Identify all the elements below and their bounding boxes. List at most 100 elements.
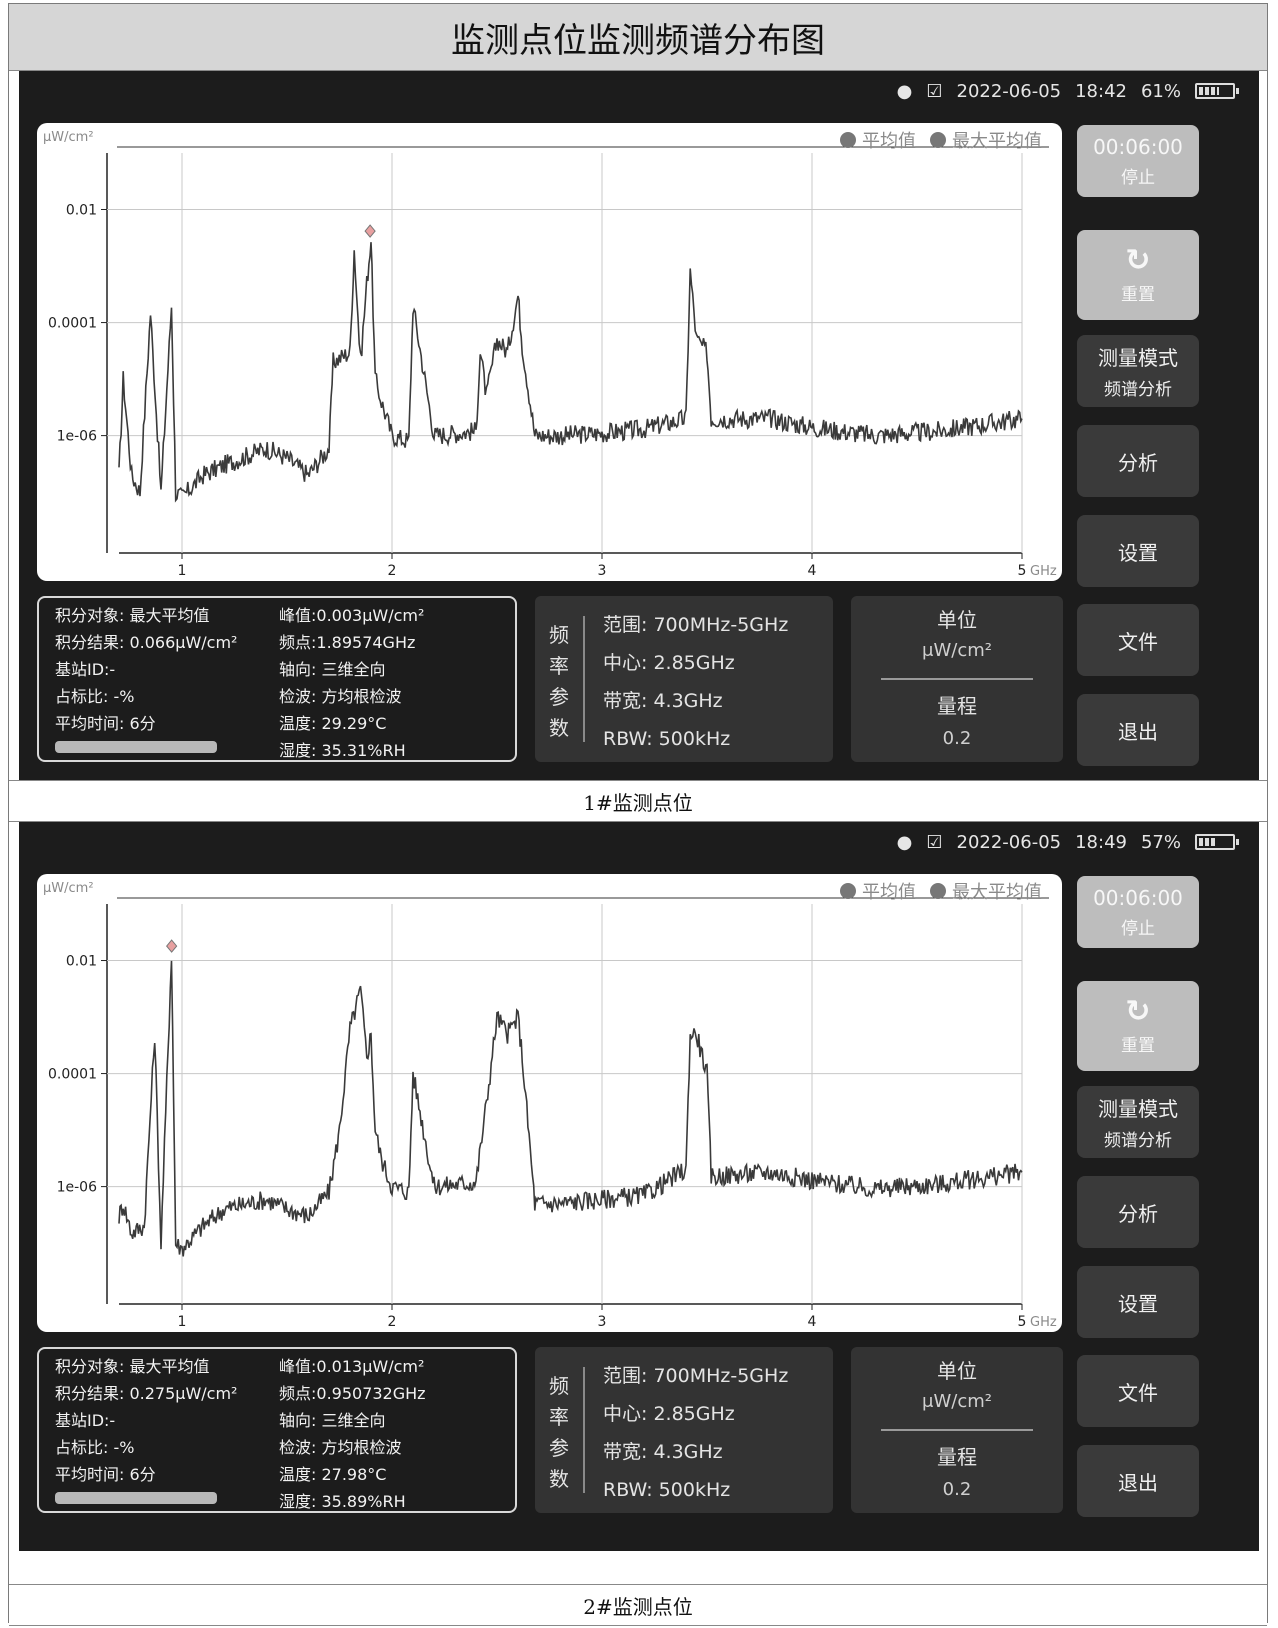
settings-label: 设置 xyxy=(1118,540,1158,565)
legend-max-average[interactable]: 最大平均值 xyxy=(930,878,1042,904)
device-screen-1: ● ☑ 2022-06-05 18:42 61% 0.01 0.0001 1e-06… xyxy=(19,71,1259,800)
progress-bar xyxy=(55,741,217,753)
legend-max-average[interactable]: 最大平均值 xyxy=(930,127,1042,153)
axis-mode: 轴向: 三维全向 xyxy=(279,660,386,679)
freq-range: 范围: 700MHz-5GHz xyxy=(603,614,789,636)
location-pin-icon: ● xyxy=(896,831,913,853)
x-tick-label: 3 xyxy=(598,563,607,579)
y-tick-label: 1e-06 xyxy=(57,429,97,445)
measure-mode-button[interactable]: 测量模式 频谱分析 xyxy=(1077,1086,1199,1158)
legend-average[interactable]: 平均值 xyxy=(840,127,916,153)
progress-bar xyxy=(55,1492,217,1504)
integral-target: 积分对象: 最大平均值 xyxy=(55,606,210,625)
timer-stop-button[interactable]: 00:06:00 停止 xyxy=(1077,125,1199,197)
info-right-column: 峰值:0.003μW/cm² 频点:1.89574GHz 轴向: 三维全向 检波… xyxy=(279,602,424,764)
battery-icon xyxy=(1195,834,1239,850)
freq-rbw: RBW: 500kHz xyxy=(603,728,731,750)
timer-display: 00:06:00 xyxy=(1093,134,1183,159)
base-station-id: 基站ID:- xyxy=(55,1411,116,1430)
measure-mode-button[interactable]: 测量模式 频谱分析 xyxy=(1077,335,1199,407)
freq-bandwidth: 带宽: 4.3GHz xyxy=(603,690,723,712)
status-bar: ● ☑ 2022-06-05 18:49 57% xyxy=(896,822,1239,862)
freq-range: 范围: 700MHz-5GHz xyxy=(603,1365,789,1387)
freq-center: 中心: 2.85GHz xyxy=(603,652,735,674)
reset-label: 重置 xyxy=(1121,1035,1155,1056)
reset-button[interactable]: ↻ 重置 xyxy=(1077,230,1199,320)
spectrum-chart-panel: 0.01 0.0001 1e-06 1 2 3 4 5 GHz μW/cm² 平均值 最大平均值 xyxy=(37,123,1062,581)
analyze-label: 分析 xyxy=(1118,1201,1158,1226)
peak-frequency: 频点:0.950732GHz xyxy=(279,1384,426,1403)
legend-average-dot-icon xyxy=(840,132,856,148)
file-button[interactable]: 文件 xyxy=(1077,1355,1199,1427)
frequency-params-box[interactable]: 频 率 参 数 范围: 700MHz-5GHz 中心: 2.85GHz 带宽: … xyxy=(535,596,833,762)
battery-percent: 61% xyxy=(1140,80,1181,102)
analyze-label: 分析 xyxy=(1118,450,1158,475)
measurement-info-box: 积分对象: 最大平均值 积分结果: 0.275μW/cm² 基站ID:- 占标比… xyxy=(37,1347,517,1513)
limit-ratio: 占标比: -% xyxy=(55,687,135,706)
exit-label: 退出 xyxy=(1118,1470,1158,1495)
freq-label-char: 频 xyxy=(549,623,569,647)
peak-value: 峰值:0.013μW/cm² xyxy=(279,1357,425,1376)
clipboard-icon: ☑ xyxy=(926,831,943,853)
legend-max-average-dot-icon xyxy=(930,132,946,148)
range-title: 量程 xyxy=(937,694,977,718)
unit-value: μW/cm² xyxy=(922,640,992,661)
frequency-params-values: 范围: 700MHz-5GHz 中心: 2.85GHz 带宽: 4.3GHz R… xyxy=(603,606,788,758)
x-tick-label: 5 xyxy=(1018,563,1027,579)
legend-average[interactable]: 平均值 xyxy=(840,878,916,904)
detector-mode: 检波: 方均根检波 xyxy=(279,687,402,706)
freq-label-char: 参 xyxy=(549,1436,569,1460)
unit-value: μW/cm² xyxy=(922,1391,992,1412)
legend-average-label: 平均值 xyxy=(862,131,916,152)
exit-button[interactable]: 退出 xyxy=(1077,1445,1199,1517)
reset-button[interactable]: ↻ 重置 xyxy=(1077,981,1199,1071)
range-title: 量程 xyxy=(937,1445,977,1469)
clipboard-icon: ☑ xyxy=(926,80,943,102)
freq-bandwidth: 带宽: 4.3GHz xyxy=(603,1441,723,1463)
x-unit-label: GHz xyxy=(1030,564,1057,579)
limit-ratio: 占标比: -% xyxy=(55,1438,135,1457)
peak-frequency: 频点:1.89574GHz xyxy=(279,633,416,652)
y-tick-label: 0.01 xyxy=(66,954,97,970)
timer-stop-button[interactable]: 00:06:00 停止 xyxy=(1077,876,1199,948)
legend-max-average-label: 最大平均值 xyxy=(952,131,1042,152)
reset-label: 重置 xyxy=(1121,284,1155,305)
temperature: 温度: 29.29°C xyxy=(279,714,387,733)
settings-button[interactable]: 设置 xyxy=(1077,515,1199,587)
peak-marker-icon xyxy=(364,224,376,238)
file-label: 文件 xyxy=(1118,1380,1158,1405)
freq-label-char: 数 xyxy=(549,1467,569,1491)
status-date: 2022-06-05 xyxy=(956,831,1062,853)
series-max-average-line xyxy=(118,960,1023,1257)
measure-mode-value: 频谱分析 xyxy=(1104,1131,1172,1151)
exit-button[interactable]: 退出 xyxy=(1077,694,1199,766)
status-date: 2022-06-05 xyxy=(956,80,1062,102)
file-button[interactable]: 文件 xyxy=(1077,604,1199,676)
unit-range-box[interactable]: 单位 μW/cm² 量程 0.2 xyxy=(851,596,1063,762)
x-tick-label: 4 xyxy=(808,1314,817,1330)
measure-mode-value: 频谱分析 xyxy=(1104,380,1172,400)
range-value: 0.2 xyxy=(942,1479,972,1500)
frequency-params-box[interactable]: 频 率 参 数 范围: 700MHz-5GHz 中心: 2.85GHz 带宽: … xyxy=(535,1347,833,1513)
file-label: 文件 xyxy=(1118,629,1158,654)
settings-button[interactable]: 设置 xyxy=(1077,1266,1199,1338)
humidity: 湿度: 35.31%RH xyxy=(279,741,406,760)
y-tick-label: 1e-06 xyxy=(57,1180,97,1196)
unit-title: 单位 xyxy=(937,1359,977,1383)
freq-label-char: 数 xyxy=(549,716,569,740)
legend-average-label: 平均值 xyxy=(862,882,916,903)
measure-mode-label: 测量模式 xyxy=(1098,346,1178,370)
legend-max-average-dot-icon xyxy=(930,883,946,899)
x-tick-label: 4 xyxy=(808,563,817,579)
analyze-button[interactable]: 分析 xyxy=(1077,425,1199,497)
spectrum-chart-panel: 0.01 0.0001 1e-06 1 2 3 4 5 GHz μW/cm² 平均值 最大平均值 xyxy=(37,874,1062,1332)
freq-center: 中心: 2.85GHz xyxy=(603,1403,735,1425)
freq-label-char: 频 xyxy=(549,1374,569,1398)
series-max-average-line xyxy=(118,242,1023,503)
unit-range-box[interactable]: 单位 μW/cm² 量程 0.2 xyxy=(851,1347,1063,1513)
analyze-button[interactable]: 分析 xyxy=(1077,1176,1199,1248)
legend-max-average-label: 最大平均值 xyxy=(952,882,1042,903)
x-tick-label: 1 xyxy=(178,1314,187,1330)
chart-unit-label: μW/cm² xyxy=(43,130,94,145)
average-time: 平均时间: 6分 xyxy=(55,1465,156,1484)
